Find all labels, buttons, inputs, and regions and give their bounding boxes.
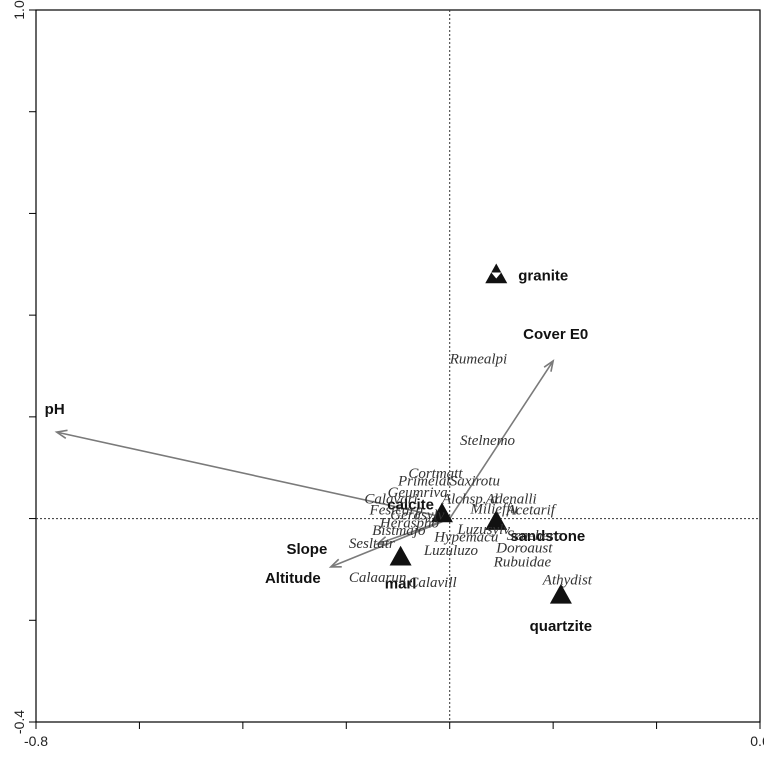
species-label: Adenalli xyxy=(485,491,537,507)
arrowhead xyxy=(543,359,555,372)
species-label: Primelat xyxy=(397,474,451,490)
arrow-cover-e0 xyxy=(449,360,554,520)
substrate-markers: granite calcite sandstone marl quartzite xyxy=(385,263,593,635)
arrow-label-ph: pH xyxy=(45,401,65,418)
species-label: Saxirotu xyxy=(450,474,500,490)
species-label: Milieffu xyxy=(469,501,518,517)
triangle-marker-marl xyxy=(389,545,412,566)
species-label: Bistmajo xyxy=(372,523,426,539)
arrowhead xyxy=(328,558,342,568)
species-label: Gerasylv xyxy=(390,508,444,524)
x-tick-label-max: 0.6 xyxy=(750,733,764,749)
marker-label-sandstone: sandstone xyxy=(510,528,585,545)
species-label: Calavill xyxy=(408,575,456,591)
triangle-marker-sandstone xyxy=(485,510,508,530)
axis-ticks xyxy=(29,9,761,729)
arrow-label-slope: Slope xyxy=(286,541,327,558)
marker-label-granite: granite xyxy=(518,267,568,284)
y-tick-label-max: 1.0 xyxy=(11,0,27,20)
arrowhead xyxy=(54,429,68,439)
species-label: Hypemacu xyxy=(433,529,498,545)
species-label: Heraspho xyxy=(379,516,440,532)
species-label: Geumriva xyxy=(388,485,448,501)
species-label: Calaarun xyxy=(349,570,407,586)
star-cutout xyxy=(491,272,502,279)
species-label: Doroaust xyxy=(495,541,553,557)
triangle-marker-calcite xyxy=(430,502,453,523)
plot-frame xyxy=(35,9,761,723)
marker-label-quartzite: quartzite xyxy=(530,618,593,635)
species-label: Stelnemo xyxy=(460,433,515,449)
species-label: Luzuluzo xyxy=(423,543,479,559)
species-label: Sesltatr xyxy=(349,536,395,552)
species-label: Alchsp. d xyxy=(441,491,498,507)
marker-label-calcite: calcite xyxy=(387,496,434,513)
species-label: Calavari xyxy=(364,491,417,507)
species-label: Luzusylv xyxy=(456,522,510,538)
arrow-label-cover-e0: Cover E0 xyxy=(523,326,588,343)
marker-label-marl: marl xyxy=(385,576,417,593)
environmental-arrows: pH Cover E0 Slope Altitude xyxy=(45,326,589,587)
species-label: Seneherc xyxy=(507,528,562,544)
y-tick-label-min: -0.4 xyxy=(11,710,27,734)
species-label: Festcarp xyxy=(369,503,424,519)
x-tick-label-min: -0.8 xyxy=(24,733,48,749)
arrow-altitude xyxy=(330,517,451,568)
species-label: Athydist xyxy=(542,573,593,589)
triangle-marker-quartzite xyxy=(549,583,572,604)
arrow-label-altitude: Altitude xyxy=(265,570,321,587)
species-label: Cortmatt xyxy=(408,466,463,482)
species-label: Rumealpi xyxy=(449,351,508,367)
arrow-ph xyxy=(56,431,450,520)
species-label: Acetarif xyxy=(506,503,557,519)
species-label: Rubuidae xyxy=(493,554,552,570)
